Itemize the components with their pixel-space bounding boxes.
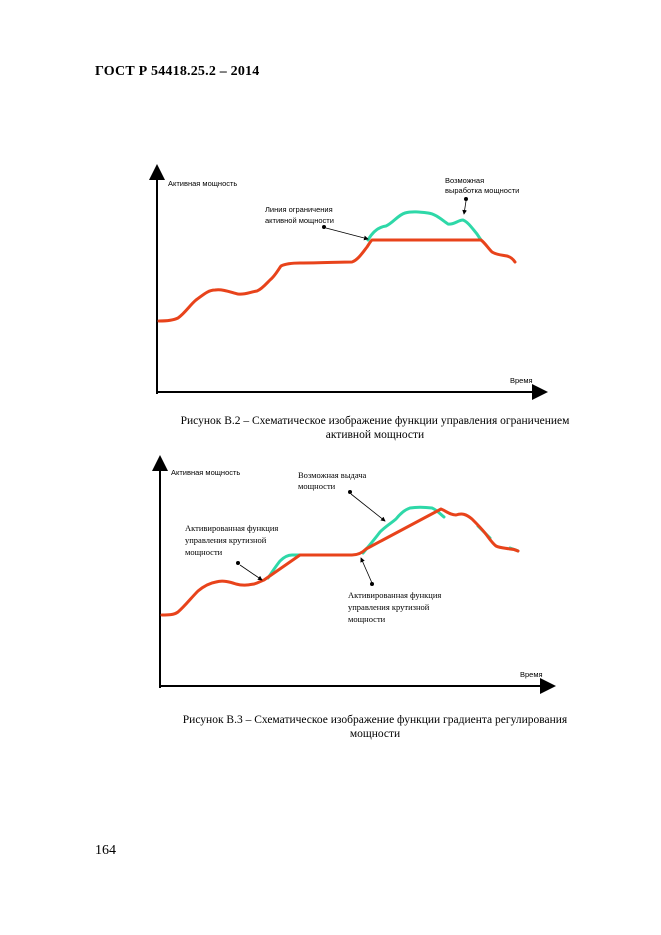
possible-output-label-1: Возможная выдача: [298, 470, 367, 480]
figure-b3-caption: Рисунок В.3 – Схематическое изображение …: [120, 713, 630, 741]
ramp-right-annotation-arrow: [360, 557, 373, 584]
possible-output-annotation-dot: [348, 490, 352, 494]
actual-power-curve: [160, 507, 520, 617]
figure-b3-caption-line-1: Рисунок В.3 – Схематическое изображение …: [182, 714, 568, 726]
possible-power-curve: [366, 210, 483, 242]
figure-b3-caption-line-2: мощности: [349, 728, 401, 740]
possible-output-annotation-dot: [464, 197, 468, 201]
possible-output-label-2: мощности: [298, 481, 336, 491]
possible-output-annotation-arrow: [350, 493, 386, 522]
ramp-right-label-2: управления крутизной: [348, 602, 430, 612]
limit-line-annotation-dot: [322, 225, 326, 229]
y-axis-label: Активная мощность: [171, 468, 240, 477]
actual-power-curve: [157, 238, 517, 323]
page-number: 164: [95, 843, 116, 858]
ramp-right-label-3: мощности: [348, 614, 386, 624]
document-header: ГОСТ Р 54418.25.2 – 2014: [95, 64, 260, 79]
x-axis-label: Время: [510, 376, 533, 385]
ramp-left-annotation-arrow: [239, 564, 263, 581]
possible-power-curve-right: [361, 505, 446, 555]
possible-power-curve-left: [266, 553, 302, 580]
ramp-left-label-2: управления крутизной: [185, 535, 267, 545]
limit-line-annotation-arrow: [325, 227, 369, 241]
limit-line-label-1: Линия ограничения: [265, 205, 333, 214]
ramp-left-label-3: мощности: [185, 547, 223, 557]
figure-b2-caption-line-2: активной мощности: [325, 429, 425, 441]
possible-output-annotation-arrow: [462, 200, 467, 215]
ramp-right-annotation-dot: [370, 582, 374, 586]
figure-b2-caption-line-1: Рисунок В.2 – Схематическое изображение …: [180, 415, 570, 427]
ramp-right-label-1: Активированная функция: [348, 590, 441, 600]
possible-output-label-1: Возможная: [445, 176, 484, 185]
ramp-left-label-1: Активированная функция: [185, 523, 278, 533]
possible-output-label-2: выработка мощности: [445, 186, 519, 195]
ramp-left-annotation-dot: [236, 561, 240, 565]
y-axis-label: Активная мощность: [168, 179, 237, 188]
limit-line-label-2: активной мощности: [265, 216, 334, 225]
figure-b2-caption: Рисунок В.2 – Схематическое изображение …: [120, 414, 630, 442]
x-axis-label: Время: [520, 670, 543, 679]
